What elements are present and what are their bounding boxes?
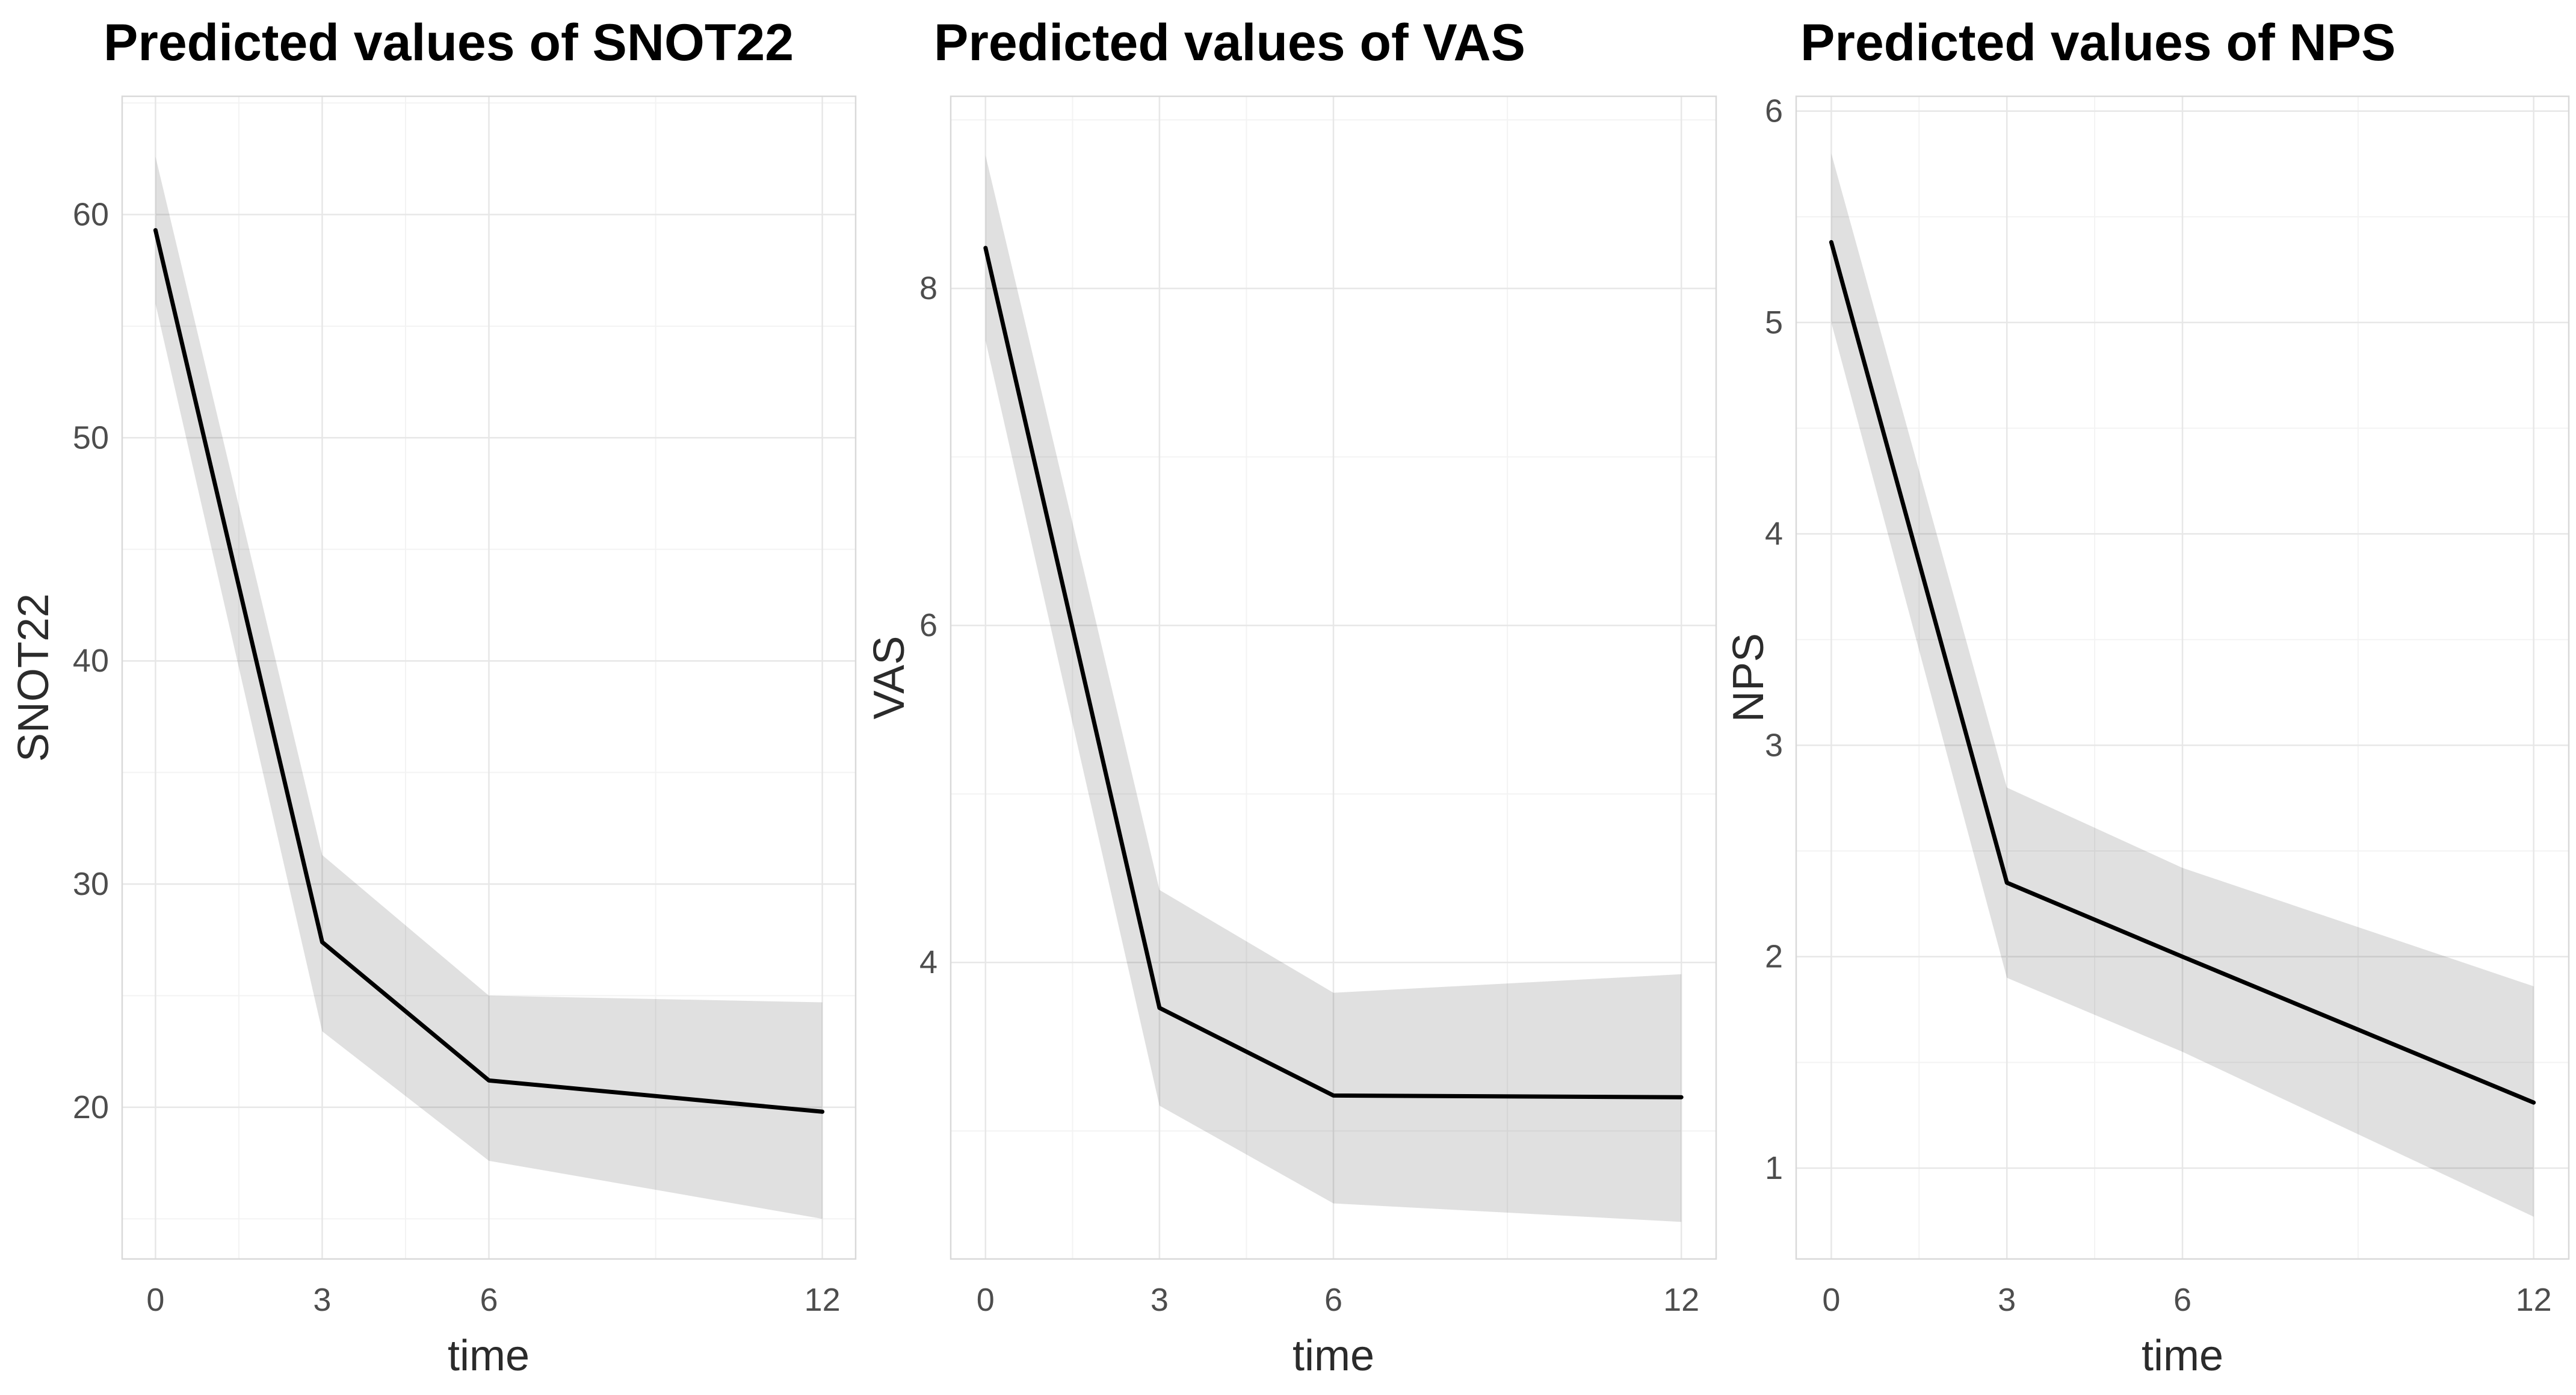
x-tick-label: 12 [1663, 1282, 1699, 1318]
x-tick-label: 0 [146, 1282, 164, 1318]
y-tick-label: 40 [73, 643, 109, 679]
trend-line [1829, 240, 2536, 1105]
x-axis-title-nps: time [2141, 1332, 2224, 1380]
x-axis-title-vas: time [1292, 1332, 1375, 1380]
x-tick-label: 6 [1324, 1282, 1342, 1318]
y-tick-label: 4 [919, 944, 937, 980]
x-tick-label: 6 [480, 1282, 498, 1318]
y-tick-label: 4 [1765, 516, 1783, 552]
y-tick-label: 1 [1765, 1150, 1783, 1186]
y-tick-label: 8 [919, 270, 937, 306]
y-tick-label: 6 [919, 607, 937, 643]
y-tick-labels: 1 2 3 4 5 6 [1765, 93, 1783, 1186]
y-tick-labels: 20 30 40 50 60 [73, 197, 109, 1125]
x-tick-labels: 0 3 6 12 [146, 1282, 840, 1318]
x-tick-label: 12 [2516, 1282, 2552, 1318]
major-gridlines [951, 96, 1716, 1259]
y-tick-label: 50 [73, 419, 109, 456]
panel-border [121, 95, 857, 1260]
x-tick-labels: 0 3 6 12 [1822, 1282, 2551, 1318]
y-tick-label: 2 [1765, 939, 1783, 975]
chart-title-vas: Predicted values of VAS [934, 14, 1525, 72]
y-tick-label: 30 [73, 866, 109, 902]
major-gridlines [1796, 96, 2569, 1259]
y-tick-label: 6 [1765, 93, 1783, 129]
chart-title-nps: Predicted values of NPS [1800, 14, 2396, 72]
y-tick-label: 5 [1765, 305, 1783, 341]
y-tick-label: 20 [73, 1089, 109, 1125]
x-tick-label: 3 [1151, 1282, 1169, 1318]
trend-line [153, 227, 825, 1114]
panel-border [950, 95, 1717, 1260]
chart-vas: Predicted values of VAS VAS 4 6 8 0 3 6 12 tim… [860, 0, 1721, 1395]
x-tick-label: 3 [1998, 1282, 2016, 1318]
y-tick-label: 60 [73, 197, 109, 233]
x-tick-labels: 0 3 6 12 [977, 1282, 1699, 1318]
panel-border [1795, 95, 2570, 1260]
trend-line [983, 246, 1684, 1100]
confidence-ribbon [985, 155, 1682, 1222]
x-tick-label: 0 [1822, 1282, 1840, 1318]
plot-area-snot22: 20 30 40 50 60 0 3 6 12 [73, 95, 857, 1318]
chart-snot22: Predicted values of SNOT22 SNOT22 20 30 40… [0, 0, 860, 1395]
x-tick-label: 6 [2173, 1282, 2191, 1318]
chart-title-snot22: Predicted values of SNOT22 [103, 14, 794, 72]
confidence-ribbon [1831, 153, 2534, 1217]
confidence-ribbon [155, 156, 823, 1219]
y-tick-label: 3 [1765, 727, 1783, 763]
x-tick-label: 3 [313, 1282, 331, 1318]
y-tick-labels: 4 6 8 [919, 270, 937, 980]
x-axis-title-snot22: time [447, 1332, 530, 1380]
x-tick-label: 0 [977, 1282, 995, 1318]
x-tick-label: 12 [805, 1282, 841, 1318]
major-gridlines [122, 96, 856, 1259]
chart-nps: Predicted values of NPS NPS 1 2 3 4 5 6 0 3 6 12 … [1721, 0, 2576, 1395]
plot-area-vas: 4 6 8 0 3 6 12 [919, 95, 1717, 1318]
